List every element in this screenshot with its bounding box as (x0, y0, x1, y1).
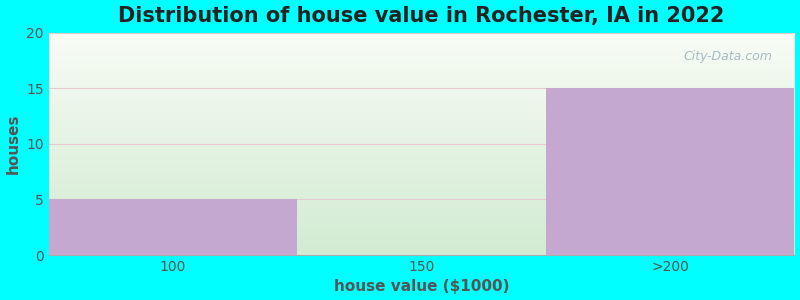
Bar (49, 200, 298, 255)
Y-axis label: houses: houses (6, 114, 21, 174)
Text: City-Data.com: City-Data.com (683, 50, 772, 64)
Bar (546, 88, 794, 255)
Title: Distribution of house value in Rochester, IA in 2022: Distribution of house value in Rochester… (118, 6, 725, 26)
X-axis label: house value ($1000): house value ($1000) (334, 279, 510, 294)
